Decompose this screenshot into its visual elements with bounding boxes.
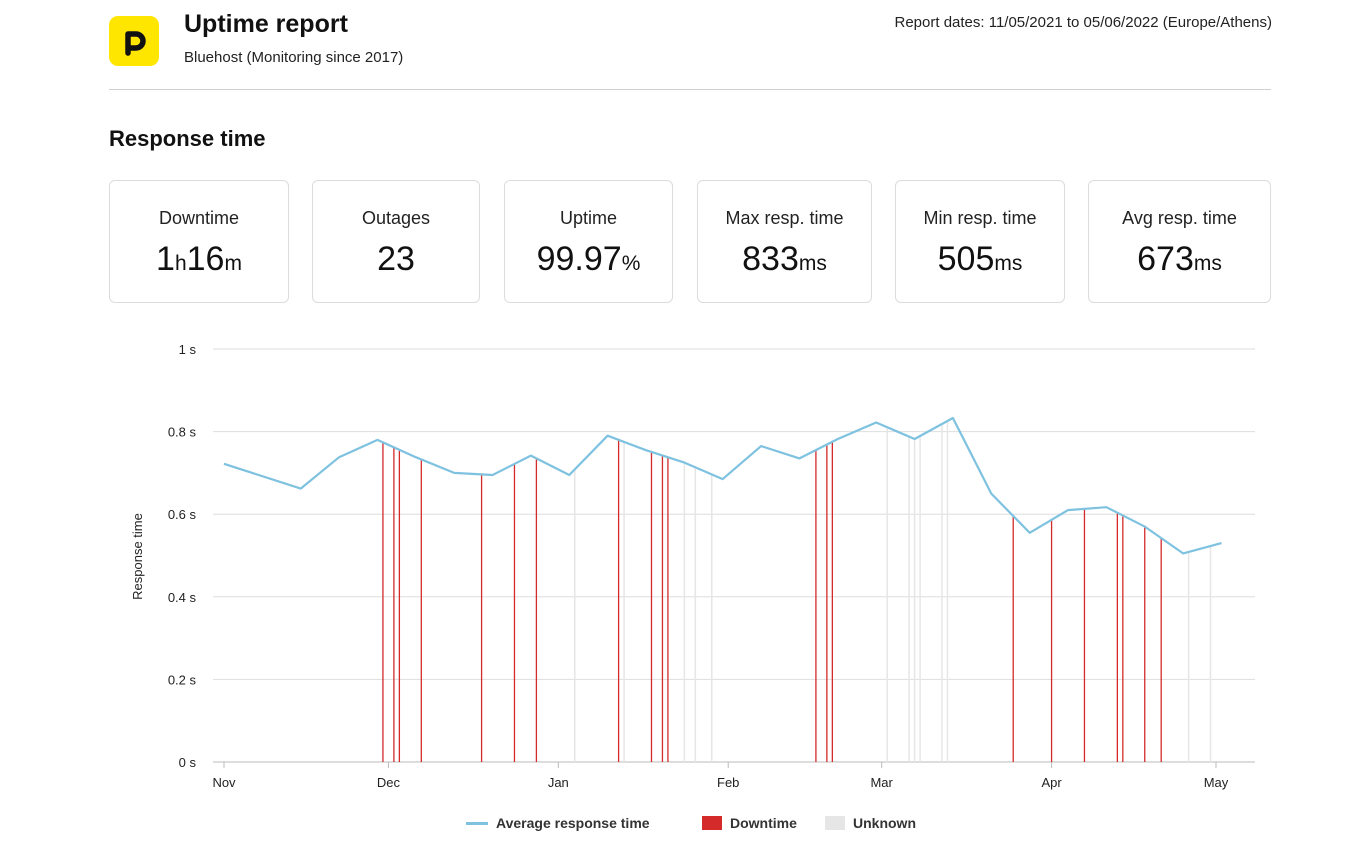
legend-downtime-label: Downtime [730,815,797,831]
section-title: Response time [109,126,266,151]
stat-label: Downtime [158,208,240,228]
y-tick-label: 0.6 s [168,507,197,522]
app-logo [109,16,159,66]
stat-value: 833ms [698,239,871,284]
header-divider [109,89,1271,90]
average-response-line [223,416,1222,555]
y-tick-label: 0.4 s [168,590,197,605]
legend-downtime[interactable]: Downtime [702,815,797,831]
stat-unit: h [174,252,187,275]
report-dates: Report dates: 11/05/2021 to 05/06/2022 (… [894,14,1273,31]
y-tick-label: 1 s [179,342,197,357]
stat-unit: m [224,252,242,275]
stat-value: 505ms [896,239,1064,284]
stat-value: 23 [313,239,479,279]
stat-label: Min resp. time [923,208,1037,228]
stat-unit: ms [798,252,827,275]
stat-number: 833 [742,240,799,278]
stat-label: Max resp. time [725,208,844,228]
report-subtitle: Bluehost (Monitoring since 2017) [184,49,404,66]
legend-unknown-label: Unknown [853,815,916,831]
stat-value: 99.97% [505,239,672,284]
stat-number: 16 [186,240,225,278]
x-tick-label: Mar [870,775,893,790]
y-tick-label: 0.2 s [168,672,197,687]
stat-value: 1h16m [110,239,288,284]
y-tick-label: 0.8 s [168,425,197,440]
x-tick-label: Dec [377,775,401,790]
stat-unit: % [621,252,641,275]
stat-number: 99.97 [536,240,622,278]
stat-card-avg-resp-time: Avg resp. time 673ms [1088,180,1271,303]
legend-average[interactable]: Average response time [466,815,650,831]
legend-average-swatch [466,821,488,825]
legend-average-label: Average response time [496,815,650,831]
y-tick-label: 0 s [179,755,197,770]
x-tick-label: Feb [717,775,739,790]
stat-number: 505 [937,240,995,278]
stat-card-outages: Outages 23 [312,180,480,303]
x-tick-label: May [1204,775,1229,790]
stat-number: 673 [1137,240,1194,278]
stat-number: 1 [156,240,175,278]
x-tick-label: Jan [548,775,569,790]
y-axis-label: Response time [130,513,145,600]
stat-card-uptime: Uptime 99.97% [504,180,673,303]
stat-card-downtime: Downtime 1h16m [109,180,289,303]
stat-label: Avg resp. time [1122,208,1237,228]
stat-unit: ms [994,252,1023,275]
stat-number: 23 [377,240,415,278]
legend-unknown[interactable]: Unknown [825,815,916,831]
legend-unknown-swatch [825,816,845,830]
report-title: Uptime report [184,10,348,38]
legend-downtime-swatch [702,816,722,830]
stat-card-min-resp-time: Min resp. time 505ms [895,180,1065,303]
stat-label: Uptime [559,208,617,228]
x-tick-label: Apr [1041,775,1062,790]
stat-value: 673ms [1089,239,1270,284]
stat-unit: ms [1193,252,1222,275]
x-tick-label: Nov [212,775,236,790]
stat-label: Outages [361,208,431,228]
stat-card-max-resp-time: Max resp. time 833ms [697,180,872,303]
